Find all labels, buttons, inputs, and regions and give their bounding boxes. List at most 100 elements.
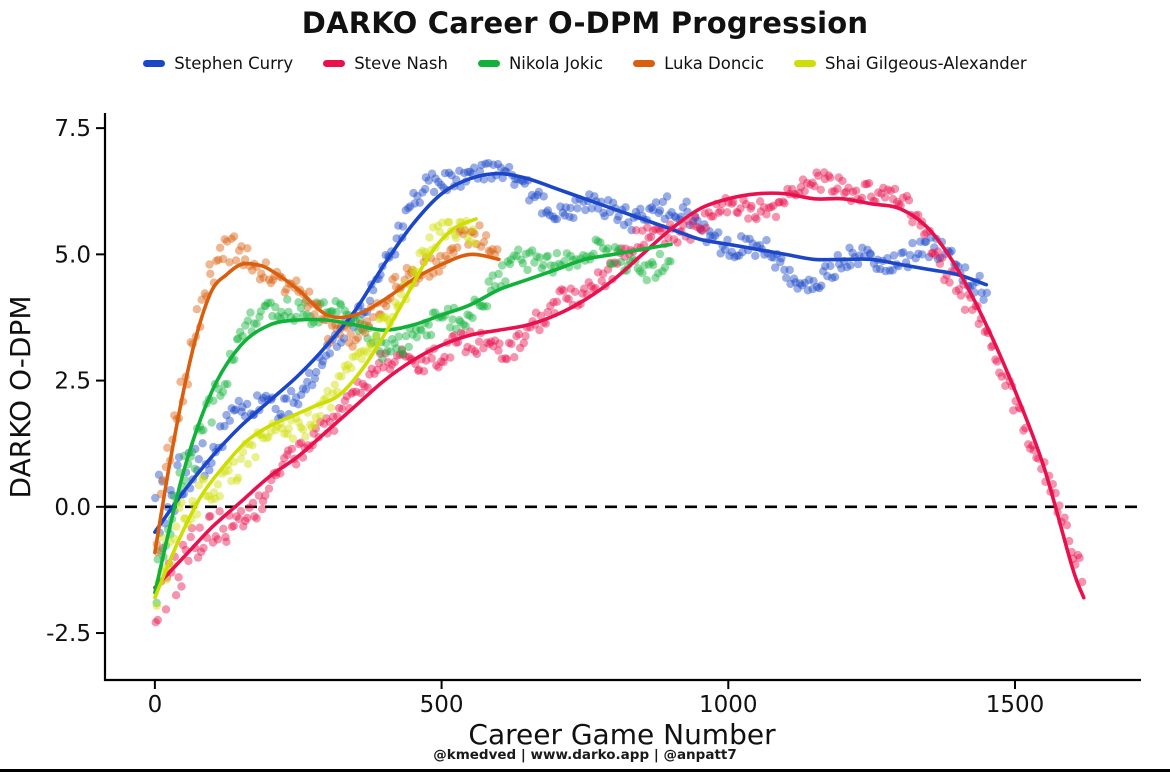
scatter-point	[498, 261, 507, 270]
scatter-point	[796, 182, 806, 192]
scatter-point	[296, 438, 306, 447]
scatter-point	[426, 330, 436, 340]
scatter-point	[302, 310, 312, 319]
scatter-point	[559, 286, 568, 295]
scatter-point	[470, 229, 479, 238]
scatter-point	[326, 403, 336, 412]
x-tick-label: 500	[420, 692, 464, 718]
scatter-point	[370, 335, 379, 344]
scatter-point	[227, 404, 236, 413]
scatter-point	[539, 192, 548, 201]
scatter-point	[243, 459, 253, 469]
scatter-point	[512, 251, 521, 261]
scatter-point	[644, 260, 654, 269]
scatter-point	[200, 289, 210, 298]
scatter-point	[455, 227, 464, 236]
scatter-point	[783, 184, 792, 194]
scatter-point	[448, 315, 457, 324]
scatter-point	[421, 173, 431, 182]
scatter-point	[227, 522, 237, 531]
scatter-point	[253, 391, 262, 400]
scatter-point	[206, 511, 215, 521]
scatter-point	[979, 295, 988, 304]
scatter-point	[658, 197, 668, 207]
scatter-point	[838, 176, 847, 186]
scatter-point	[211, 532, 220, 541]
scatter-point	[470, 239, 479, 248]
scatter-point	[714, 228, 723, 237]
scatter-point	[736, 204, 745, 213]
scatter-point	[573, 204, 582, 213]
scatter-point	[774, 198, 783, 207]
scatter-point	[539, 260, 548, 270]
scatter-point	[304, 368, 314, 378]
scatter-point	[414, 365, 424, 374]
scatter-point	[771, 212, 781, 222]
scatter-point	[956, 291, 966, 300]
scatter-point	[418, 188, 427, 197]
scatter-point	[591, 235, 600, 244]
scatter-point	[386, 347, 395, 356]
scatter-point	[310, 374, 320, 383]
scatter-point	[181, 476, 190, 485]
scatter-point	[417, 326, 426, 335]
scatter-point	[469, 163, 479, 172]
scatter-point	[151, 493, 160, 503]
scatter-point	[209, 396, 218, 405]
scatter-point	[292, 276, 301, 285]
scatter-point	[392, 344, 401, 353]
scatter-point	[624, 218, 633, 227]
scatter-point	[494, 346, 503, 355]
scatter-point	[487, 174, 496, 183]
scatter-point	[670, 212, 679, 221]
scatter-point	[821, 262, 830, 271]
scatter-point	[700, 220, 709, 229]
scatter-point	[697, 226, 706, 235]
scatter-point	[452, 324, 461, 334]
scatter-point	[432, 257, 441, 266]
scatter-point	[237, 407, 246, 416]
scatter-point	[287, 444, 297, 454]
scatter-point	[455, 166, 464, 175]
scatter-point	[722, 208, 732, 217]
scatter-point	[213, 480, 223, 489]
scatter-point	[195, 523, 204, 532]
scatter-point	[449, 248, 458, 257]
x-tick-label: 1000	[699, 692, 758, 718]
scatter-point	[1062, 521, 1072, 530]
scatter-point	[696, 224, 705, 233]
scatter-point	[291, 460, 301, 469]
scatter-point	[560, 211, 570, 220]
scatter-point	[434, 363, 443, 372]
scatter-point	[1023, 440, 1033, 449]
scatter-point	[208, 538, 218, 547]
scatter-point	[376, 349, 385, 358]
scatter-point	[820, 168, 829, 177]
scatter-point	[545, 211, 554, 220]
scatter-point	[484, 159, 493, 168]
scatter-point	[600, 212, 609, 221]
scatter-point	[319, 298, 328, 307]
scatter-point	[460, 168, 469, 178]
scatter-point	[1060, 513, 1069, 522]
scatter-point	[222, 410, 231, 420]
scatter-point	[566, 203, 575, 213]
scatter-point	[819, 267, 828, 276]
scatter-point	[747, 201, 756, 211]
scatter-point	[266, 427, 275, 437]
scatter-point	[902, 191, 912, 201]
scatter-point	[151, 618, 160, 627]
scatter-point	[463, 233, 472, 242]
scatter-point	[493, 160, 503, 169]
scatter-point	[232, 512, 241, 521]
scatter-point	[296, 303, 306, 313]
scatter-point	[793, 284, 802, 293]
scatter-point	[771, 263, 780, 272]
scatter-point	[431, 174, 440, 183]
scatter-point	[610, 258, 620, 267]
scatter-point	[251, 453, 260, 462]
scatter-point	[311, 413, 320, 422]
scatter-point	[382, 301, 391, 311]
scatter-point	[472, 239, 481, 249]
scatter-point	[433, 221, 442, 231]
